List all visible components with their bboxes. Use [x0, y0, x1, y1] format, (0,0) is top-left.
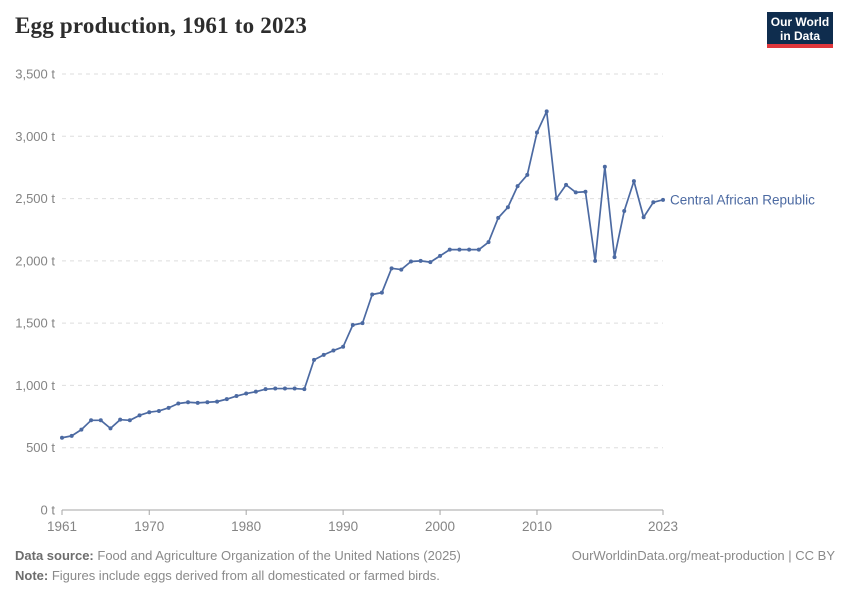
data-source-text: Food and Agriculture Organization of the…: [97, 548, 461, 563]
chart-footer: Data source: Food and Agriculture Organi…: [15, 546, 835, 586]
data-point: [302, 387, 307, 392]
data-point: [176, 401, 181, 406]
data-point: [273, 386, 278, 391]
owid-logo-line2: in Data: [779, 29, 820, 43]
data-point: [602, 164, 607, 169]
data-point: [370, 292, 375, 297]
data-point: [292, 386, 297, 391]
data-point: [69, 433, 74, 438]
data-point: [331, 348, 336, 353]
data-point: [341, 344, 346, 349]
data-point: [583, 189, 588, 194]
note-line: Note: Figures include eggs derived from …: [15, 566, 835, 586]
data-point: [89, 418, 94, 423]
x-tick-label: 1970: [134, 519, 164, 534]
data-point: [476, 247, 481, 252]
data-point: [641, 215, 646, 220]
data-point: [127, 418, 132, 423]
data-point: [399, 267, 404, 272]
chart-title: Egg production, 1961 to 2023: [15, 13, 308, 38]
data-point: [418, 258, 423, 263]
owid-logo: Our World in Data: [767, 12, 833, 48]
data-point: [350, 323, 355, 328]
data-point: [408, 259, 413, 264]
x-tick-label: 1990: [328, 519, 358, 534]
data-point: [79, 427, 84, 432]
data-point: [515, 184, 520, 189]
credit-link[interactable]: OurWorldinData.org/meat-production | CC …: [571, 548, 835, 563]
data-point: [234, 394, 239, 399]
owid-logo-red-bar: [767, 44, 833, 48]
data-point: [282, 386, 287, 391]
data-point: [147, 410, 152, 415]
data-point: [534, 130, 539, 135]
data-point: [379, 290, 384, 295]
data-point: [253, 389, 258, 394]
data-point: [60, 435, 64, 440]
x-tick-label: 2000: [425, 519, 455, 534]
data-point: [554, 196, 559, 201]
data-point: [205, 400, 210, 405]
y-tick-label: 3,000 t: [15, 129, 55, 144]
data-point: [467, 247, 472, 252]
data-point: [186, 400, 191, 405]
data-point: [496, 215, 501, 220]
data-point: [593, 258, 598, 263]
data-point: [244, 391, 249, 396]
data-point: [108, 426, 113, 431]
note-label: Note:: [15, 568, 49, 583]
data-point: [118, 417, 123, 422]
data-point: [505, 205, 510, 210]
x-tick-label: 1980: [231, 519, 261, 534]
y-tick-label: 0 t: [41, 503, 56, 518]
data-point: [622, 209, 627, 214]
data-point: [631, 179, 636, 184]
owid-logo-text: Our World in Data: [767, 12, 833, 43]
data-point: [447, 247, 452, 252]
data-point: [389, 266, 394, 271]
data-point: [428, 260, 433, 265]
data-point: [156, 408, 161, 413]
data-point: [457, 247, 462, 252]
data-point: [224, 397, 229, 402]
data-point: [573, 190, 578, 195]
x-tick-label: 1961: [47, 519, 77, 534]
series-label: Central African Republic: [670, 192, 815, 207]
data-point: [195, 400, 200, 405]
y-tick-label: 1,000 t: [15, 378, 55, 393]
x-tick-label: 2010: [522, 519, 552, 534]
y-tick-label: 2,500 t: [15, 191, 55, 206]
data-point: [486, 240, 491, 245]
series-line: [61, 110, 664, 439]
data-point: [438, 253, 443, 258]
data-point: [263, 387, 268, 392]
note-text: Figures include eggs derived from all do…: [51, 568, 440, 583]
data-source-label: Data source:: [15, 548, 94, 563]
y-tick-label: 2,000 t: [15, 253, 55, 268]
data-point: [612, 255, 617, 260]
data-source-line: Data source: Food and Agriculture Organi…: [15, 546, 835, 566]
data-point: [360, 321, 365, 326]
data-point: [651, 200, 656, 205]
data-point: [544, 109, 549, 114]
data-point: [98, 418, 103, 423]
data-point: [661, 197, 665, 202]
data-point: [215, 399, 220, 404]
x-tick-label: 2023: [648, 519, 678, 534]
data-point: [321, 352, 326, 357]
y-tick-label: 3,500 t: [15, 67, 55, 82]
data-point: [525, 172, 530, 177]
y-tick-label: 1,500 t: [15, 316, 55, 331]
data-point: [564, 182, 569, 187]
data-point: [312, 357, 317, 362]
y-tick-label: 500 t: [26, 440, 55, 455]
data-point: [166, 405, 171, 410]
data-point: [137, 413, 142, 418]
owid-logo-line1: Our World: [770, 15, 830, 29]
